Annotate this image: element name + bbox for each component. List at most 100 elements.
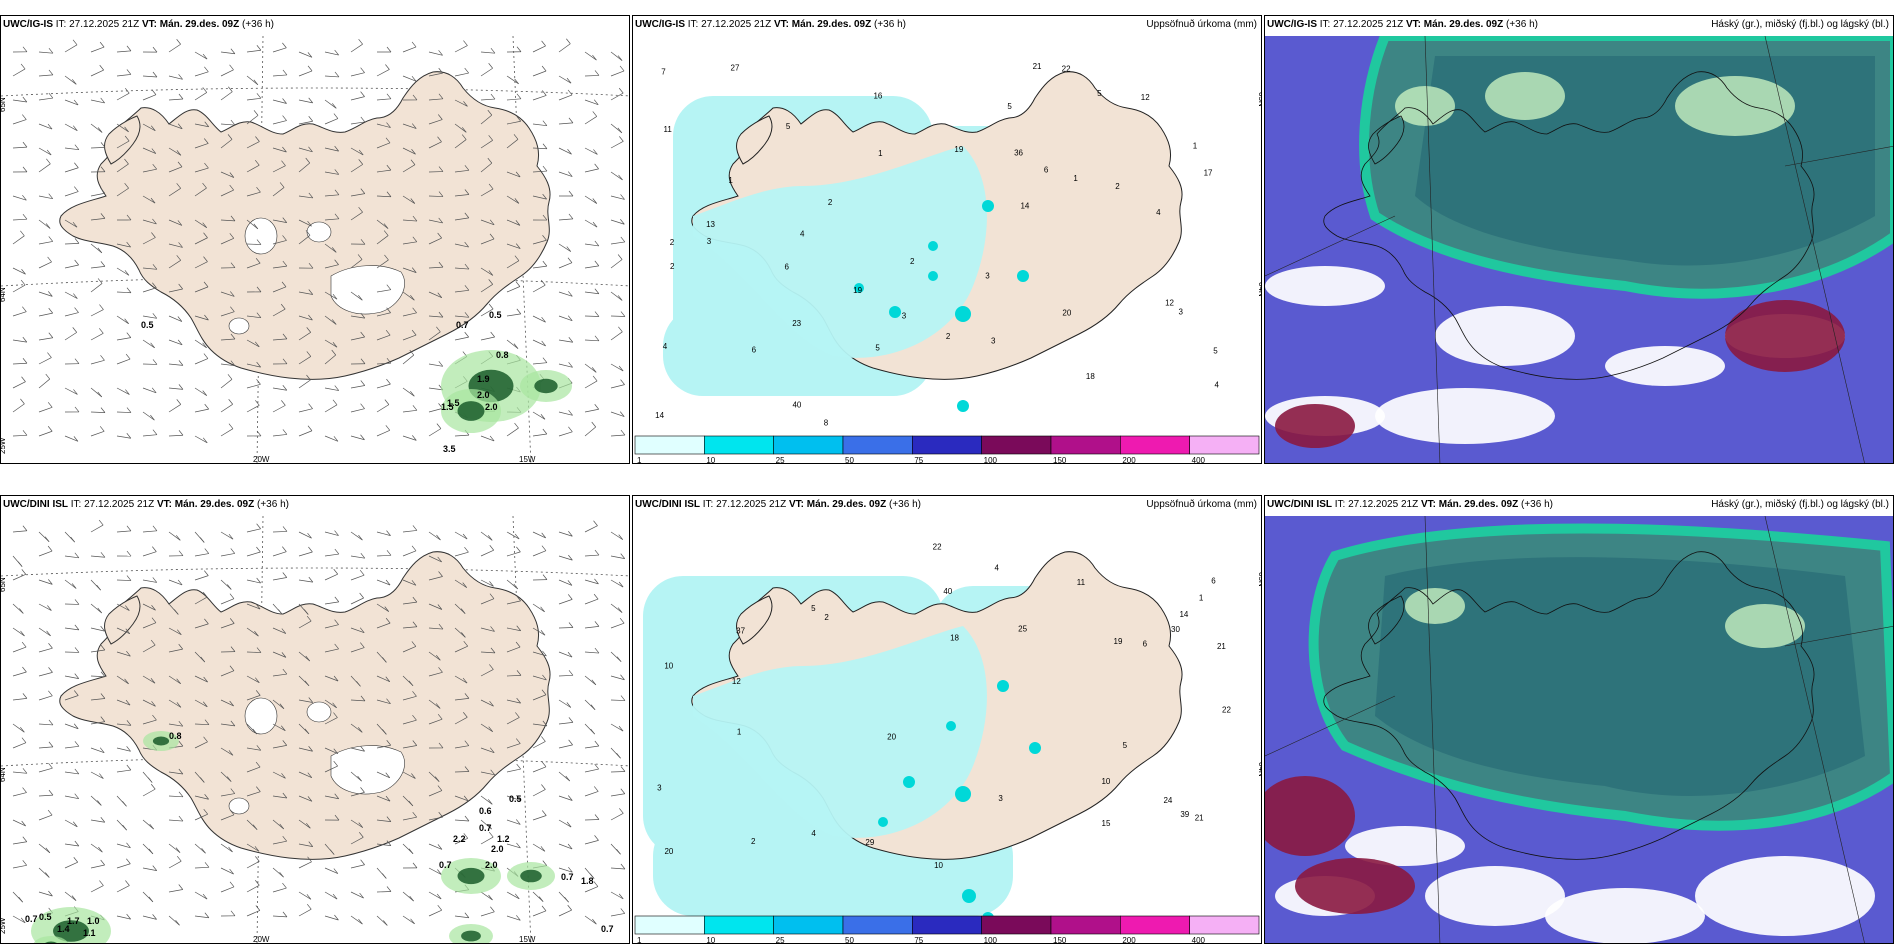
wind-barb-flag — [438, 667, 443, 673]
wind-barb-flag — [594, 578, 599, 585]
wind-barb — [12, 218, 27, 221]
precip-value-label: 4 — [800, 230, 805, 239]
wind-barb — [90, 819, 105, 823]
precip-spot — [1017, 270, 1029, 282]
wind-barb-flag — [385, 772, 391, 778]
wind-barb — [142, 622, 157, 629]
wind-barb-flag — [436, 893, 442, 900]
wind-barb-flag — [593, 881, 599, 887]
wind-barb-flag — [22, 114, 27, 120]
legend-swatch — [1120, 435, 1190, 455]
wind-barb-flag — [619, 65, 625, 72]
wind-barb — [12, 792, 27, 797]
wind-barb-flag — [306, 894, 312, 900]
wind-barb — [272, 651, 287, 658]
wind-barb-flag — [464, 815, 470, 822]
wind-barb — [428, 363, 443, 367]
wind-barb — [12, 284, 26, 293]
wind-barb-flag — [73, 293, 78, 299]
legend-tick-label: 150 — [1053, 456, 1067, 464]
glacier-vatnajokull — [330, 745, 405, 795]
wind-barb-flag — [282, 882, 287, 889]
wind-barb-flag — [567, 257, 573, 263]
wind-barb-flag — [541, 905, 547, 912]
wind-barb — [298, 620, 312, 629]
wind-barb-flag — [438, 67, 443, 74]
wind-barb-flag — [464, 331, 469, 338]
wind-barb-flag — [152, 71, 158, 78]
wind-barb-flag — [488, 726, 493, 732]
wind-barb — [38, 74, 53, 77]
precip-value-label: 6 — [1143, 640, 1148, 649]
wind-barb-flag — [437, 604, 443, 610]
gust-value-label: 2.0 — [485, 402, 498, 412]
wind-barb — [428, 315, 443, 318]
wind-barb — [12, 339, 27, 343]
precip-value-label: 5 — [811, 604, 816, 613]
wind-barb — [558, 218, 573, 221]
wind-barb-flag — [412, 525, 418, 531]
wind-barb-flag — [437, 713, 443, 720]
wind-barb-flag — [22, 666, 27, 673]
wind-barb — [12, 723, 25, 733]
wind-barb-flag — [334, 793, 339, 799]
wind-barb — [584, 75, 600, 77]
wind-barb-flag — [386, 378, 391, 385]
gust-value-label: 0.8 — [169, 731, 182, 741]
precip-value-label: 3 — [902, 311, 907, 320]
wind-barb — [350, 385, 365, 389]
precip-panel-igis: UWC/IG-IS IT: 27.12.2025 21Z VT: Mán. 29… — [632, 15, 1262, 464]
wind-barb — [168, 579, 183, 586]
wind-barb — [142, 147, 156, 154]
wind-barb — [194, 795, 209, 800]
wind-barb-flag — [541, 545, 547, 551]
wind-barb-flag — [386, 122, 391, 128]
precip-value-label: 14 — [1179, 610, 1188, 619]
wind-barb-flag — [386, 698, 391, 704]
precip-map: 1 2 2 4 3 5 5 1 2 3 4 5 6 3 19 13 16 19 14 36 40 23 14 12 27 18 21… — [633, 36, 1261, 464]
wind-barb — [246, 262, 261, 269]
wind-barb-flag — [513, 583, 519, 590]
wind-barb — [428, 891, 442, 900]
wind-barb — [324, 867, 338, 874]
wind-barb — [90, 46, 105, 53]
wind-barb-flag — [435, 703, 441, 709]
wind-barb — [402, 267, 417, 273]
wind-barb — [194, 866, 210, 869]
wind-barb-flag — [591, 679, 597, 686]
wind-barb — [168, 387, 183, 390]
wind-barb — [402, 550, 417, 557]
wind-barb-flag — [590, 728, 595, 735]
panel-title: Háský (gr.), miðský (fj.bl.) og lágský (… — [1711, 19, 1889, 30]
wind-barb-flag — [304, 728, 310, 735]
wind-barb-flag — [412, 621, 418, 627]
precip-value-label: 3 — [991, 337, 996, 346]
wind-barb — [142, 551, 157, 557]
wind-barb-flag — [308, 746, 313, 752]
wind-barb-flag — [487, 109, 493, 116]
wind-barb-flag — [568, 622, 574, 628]
wind-barb — [480, 911, 495, 917]
wind-barb — [220, 311, 235, 317]
cloud-free-area — [1375, 388, 1555, 444]
grid-line — [1424, 36, 1441, 463]
wind-barb — [532, 651, 547, 657]
wind-barb — [610, 411, 625, 417]
wind-barb — [272, 74, 287, 77]
wind-barb — [64, 819, 78, 828]
wind-barb — [194, 699, 208, 708]
wind-barb — [376, 531, 391, 536]
gust-area-dark — [461, 930, 481, 942]
wind-barb-flag — [151, 232, 156, 238]
wind-barb — [12, 698, 27, 701]
precip-value-label: 2 — [670, 238, 675, 247]
wind-barb — [324, 354, 336, 365]
wind-barb — [428, 909, 442, 917]
wind-barb — [246, 115, 259, 125]
wind-barb — [142, 434, 157, 437]
wind-barb-flag — [202, 701, 208, 707]
wind-barb-flag — [515, 819, 521, 825]
wind-barb — [116, 863, 131, 869]
wind-barb-flag — [230, 262, 236, 268]
wind-barb — [90, 359, 105, 365]
